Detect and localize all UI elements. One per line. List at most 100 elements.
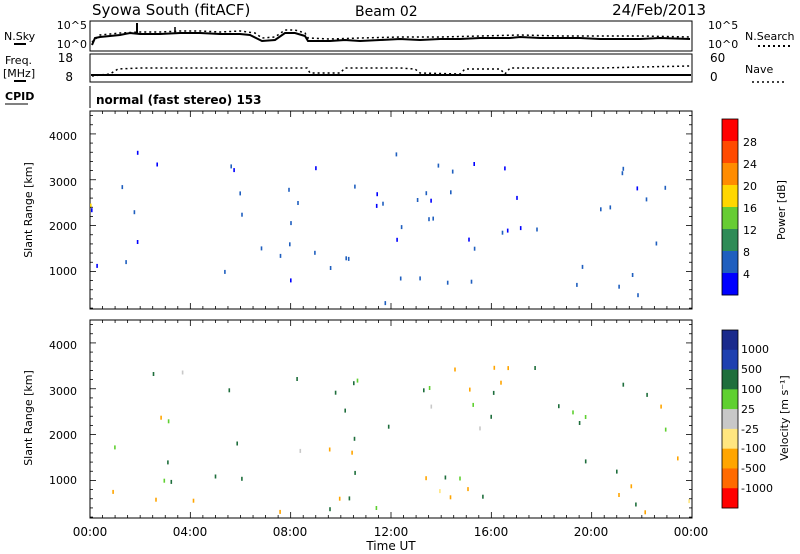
data-point	[382, 201, 384, 206]
data-point	[96, 263, 98, 268]
data-point	[584, 415, 587, 419]
colorbar-block	[722, 369, 738, 390]
data-point	[467, 487, 469, 492]
colorbar-block	[722, 251, 738, 274]
power-ylabel: Slant Range [km]	[22, 162, 35, 258]
cpid-row: CPID normal (fast stereo) 153	[5, 86, 262, 108]
data-point	[622, 166, 625, 171]
data-point	[384, 301, 387, 306]
data-point	[279, 253, 282, 258]
data-point	[416, 198, 419, 202]
data-point	[387, 424, 390, 429]
velocity-cb-tick-minus500: -500	[741, 462, 766, 475]
nsky-trace	[91, 31, 691, 46]
data-point	[396, 237, 398, 242]
data-point	[500, 380, 502, 385]
data-point	[425, 191, 428, 196]
colorbar-block	[722, 468, 738, 489]
freq-label: Freq.	[5, 54, 32, 67]
freq-panel: Freq. [MHz] 18 8 60 0 Nave	[3, 51, 784, 84]
noise-tick-high-right: 10^5	[708, 19, 738, 32]
data-point	[622, 382, 625, 387]
data-point	[136, 240, 139, 244]
power-panel: Slant Range [km] 1000 2000 3000 4000	[22, 110, 693, 310]
velocity-colorbar: 1000 500 100 25 -25 -100 -500 -1000 Velo…	[721, 329, 791, 509]
data-point	[163, 478, 166, 483]
velocity-scatter	[112, 365, 690, 515]
xtick-2000: 20:00	[574, 525, 609, 539]
noise-panel: N.Sky 10^5 10^0 10^5 10^0 N.Search	[4, 19, 795, 52]
data-point	[635, 502, 637, 507]
freq-tick-low: 8	[65, 70, 73, 84]
data-point	[156, 162, 158, 167]
data-point	[334, 390, 337, 395]
data-point	[315, 166, 317, 171]
velocity-cb-tick-25: 25	[741, 403, 755, 416]
velocity-cb-tick-500: 500	[741, 363, 762, 376]
data-point	[482, 494, 484, 499]
data-point	[90, 203, 92, 208]
data-point	[616, 469, 618, 474]
power-cb-tick-4: 4	[743, 268, 750, 281]
data-point	[618, 284, 620, 289]
data-point	[167, 460, 169, 465]
data-point	[428, 217, 430, 222]
data-point	[519, 226, 522, 231]
data-point	[353, 381, 355, 386]
data-point	[444, 475, 447, 480]
data-point	[299, 448, 302, 453]
colorbar-block	[722, 207, 738, 230]
data-point	[239, 191, 241, 196]
data-point	[688, 499, 690, 504]
data-point	[446, 280, 449, 285]
velocity-cb-tick-minus1000: -1000	[741, 482, 773, 495]
data-point	[437, 163, 440, 168]
data-point	[425, 476, 427, 481]
data-point	[236, 441, 238, 446]
data-point	[112, 489, 114, 494]
data-point	[419, 276, 421, 281]
data-point	[473, 246, 476, 251]
velocity-cb-tick-minus25: -25	[741, 423, 759, 436]
colorbar-block	[722, 488, 738, 509]
cpid-text: normal (fast stereo) 153	[96, 93, 262, 107]
nave-tick-high: 60	[710, 51, 725, 65]
data-point	[581, 264, 584, 269]
data-point	[439, 489, 441, 494]
data-point	[152, 372, 155, 376]
data-point	[609, 205, 612, 210]
data-point	[400, 225, 403, 230]
data-point	[399, 276, 402, 281]
data-point	[655, 241, 658, 246]
colorbar-block	[722, 185, 738, 208]
time-axis: 00:00 04:00 08:00 12:00 16:00 20:00 00:0…	[73, 525, 709, 553]
data-point	[230, 164, 232, 169]
power-cb-tick-16: 16	[743, 202, 757, 215]
data-point	[279, 509, 281, 514]
data-point	[348, 496, 351, 501]
power-ytick-4000: 4000	[49, 130, 77, 143]
data-point	[600, 207, 602, 212]
data-point	[630, 484, 633, 489]
nsky-label: N.Sky	[4, 30, 36, 43]
data-point	[660, 404, 662, 409]
cpid-label: CPID	[5, 90, 34, 103]
nsearch-label: N.Search	[745, 30, 795, 43]
station-title: Syowa South (fitACF)	[92, 1, 250, 19]
data-point	[492, 390, 495, 395]
data-point	[469, 387, 471, 392]
data-point	[454, 367, 456, 372]
data-point	[155, 497, 157, 502]
power-colorbar: 28 24 20 16 12 8 4 Power [dB]	[721, 118, 788, 296]
data-point	[375, 203, 378, 208]
data-point	[506, 228, 509, 233]
colorbar-block	[722, 273, 738, 296]
data-point	[631, 273, 634, 277]
data-point	[375, 506, 378, 510]
data-point	[504, 166, 506, 171]
data-point	[290, 221, 292, 226]
xtick-0000: 00:00	[73, 525, 108, 539]
colorbar-block	[722, 409, 738, 430]
velocity-cb-tick-minus100: -100	[741, 442, 766, 455]
data-point	[646, 392, 648, 397]
